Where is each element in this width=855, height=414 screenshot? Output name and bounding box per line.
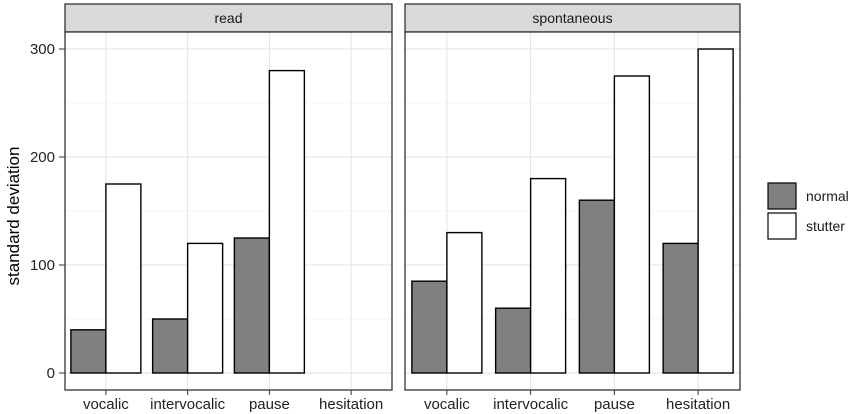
bar-spontaneous-intervocalic-stutter — [529, 177, 567, 374]
bar-read-pause-stutter — [268, 69, 306, 374]
x-tick-label-intervocalic: intervocalic — [150, 396, 226, 413]
legend-key-stutter — [767, 212, 797, 240]
bar-spontaneous-intervocalic-normal — [494, 307, 532, 374]
y-tick-label-100: 100 — [30, 257, 55, 274]
panel-spontaneous: spontaneous vocalic intervocalic pause hesit… — [404, 3, 741, 413]
bar-spontaneous-hesitation-stutter — [697, 48, 734, 374]
bar-read-vocalic-normal — [70, 329, 107, 374]
y-axis-title: standard deviation — [4, 147, 23, 286]
legend-label-stutter: stutter — [806, 218, 845, 234]
strip-spontaneous — [404, 3, 741, 33]
strip-label-read: read — [214, 10, 242, 26]
bar-read-vocalic-stutter — [105, 183, 142, 374]
legend-key-normal — [767, 182, 797, 210]
panel-border-spontaneous — [404, 31, 741, 391]
bar-spontaneous-vocalic-stutter — [446, 231, 483, 374]
x-tick-label-intervocalic: intervocalic — [493, 396, 569, 413]
y-tick-label-0: 0 — [47, 365, 55, 382]
x-tick-label-hesitation: hesitation — [666, 396, 730, 413]
legend-label-normal: normal — [806, 188, 849, 204]
bar-read-intervocalic-normal — [151, 318, 189, 374]
bar-spontaneous-vocalic-normal — [411, 280, 448, 374]
x-tick-label-vocalic: vocalic — [83, 396, 129, 413]
x-tick-label-pause: pause — [594, 396, 635, 413]
x-tick-label-pause: pause — [249, 396, 290, 413]
panel-border-read — [64, 31, 393, 391]
y-tick-label-300: 300 — [30, 41, 55, 58]
bar-read-pause-normal — [233, 237, 271, 374]
bar-spontaneous-pause-stutter — [613, 75, 651, 374]
legend: normal stutter — [767, 182, 849, 240]
y-tick-label-200: 200 — [30, 149, 55, 166]
x-tick-label-vocalic: vocalic — [424, 396, 470, 413]
bar-read-intervocalic-stutter — [186, 242, 224, 374]
strip-read — [64, 3, 393, 33]
strip-label-spontaneous: spontaneous — [532, 10, 612, 26]
bar-spontaneous-pause-normal — [578, 199, 616, 374]
x-tick-label-hesitation: hesitation — [319, 396, 383, 413]
panel-read: read vocalic intervocalic pause hesitation — [64, 3, 393, 413]
bar-spontaneous-hesitation-normal — [662, 242, 699, 374]
